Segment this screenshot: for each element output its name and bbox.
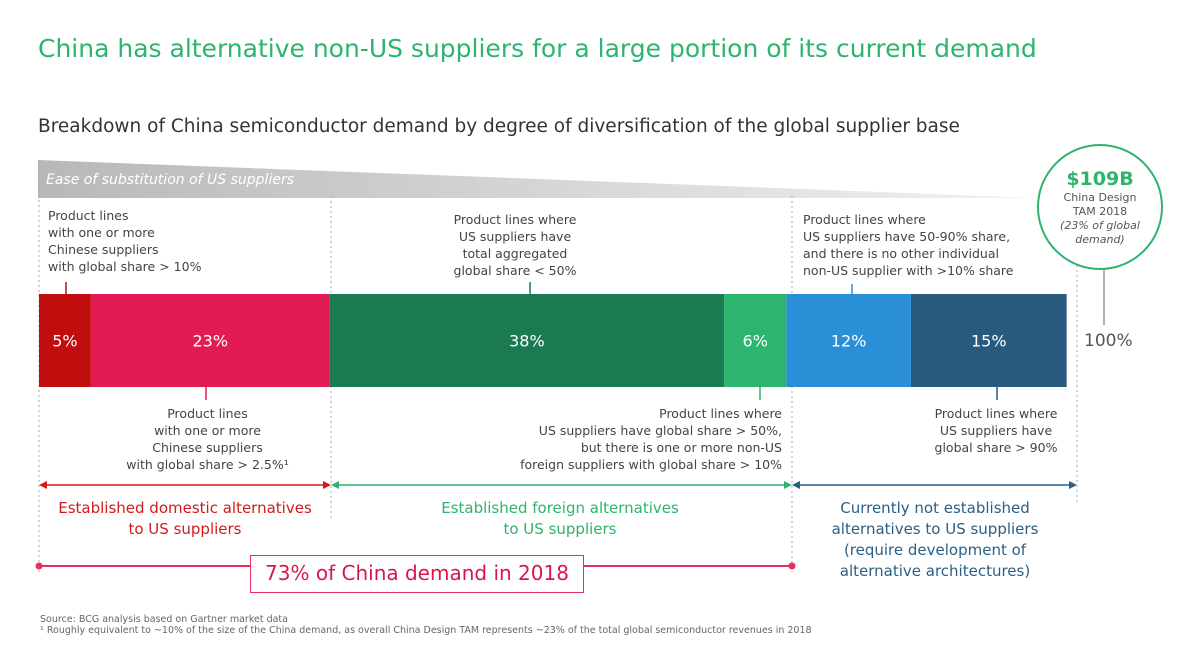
bar-segment-domestic-strong (39, 294, 91, 387)
page-title: China has alternative non-US suppliers f… (38, 34, 1037, 63)
category-not-established: Currently not established alternatives t… (831, 499, 1039, 580)
ease-of-substitution-wedge (38, 160, 1038, 198)
bar-segment-foreign-aggregated (329, 294, 725, 387)
footnote: ¹ Roughly equivalent to ~10% of the size… (40, 625, 812, 636)
bar-label-domestic-weak: 23% (192, 332, 228, 351)
tam-circle: $109B China Design TAM 2018 (23% of glob… (1037, 144, 1163, 270)
tam-description: China Design TAM 2018 (1063, 191, 1137, 218)
bar-label-us-over-90: 15% (971, 332, 1007, 351)
top-label-not-established: Product lines where US suppliers have 50… (803, 212, 1014, 278)
bar-label-foreign-aggregated: 38% (509, 332, 545, 351)
bottom-label-domestic: Product lines with one or more Chinese s… (126, 406, 289, 472)
top-label-domestic: Product lines with one or more Chinese s… (48, 208, 202, 274)
total-label: 100% (1084, 331, 1133, 351)
category-domestic-alternatives: Established domestic alternatives to US … (58, 499, 312, 538)
tam-note: (23% of global demand) (1060, 219, 1140, 246)
tam-value: $109B (1066, 168, 1134, 190)
bar-segment-domestic-weak (90, 294, 330, 387)
source-note: Source: BCG analysis based on Gartner ma… (40, 614, 288, 625)
connector-lines (65, 265, 1105, 400)
category-foreign-alternatives: Established foreign alternatives to US s… (441, 499, 679, 538)
bottom-label-not-established: Product lines where US suppliers have gl… (934, 406, 1058, 455)
china-demand-box: 73% of China demand in 2018 (250, 555, 584, 593)
stacked-bar: 5% 23% 38% 6% 12% 15% (39, 294, 1067, 387)
bar-segment-us-over-90 (910, 294, 1067, 387)
ease-of-substitution-label: Ease of substitution of US suppliers (46, 172, 294, 188)
top-label-foreign: Product lines where US suppliers have to… (453, 212, 577, 278)
category-arrows (39, 481, 1077, 489)
chart-subtitle: Breakdown of China semiconductor demand … (38, 116, 960, 137)
bar-label-foreign-individual: 6% (743, 332, 768, 351)
bottom-label-foreign: Product lines where US suppliers have gl… (520, 406, 782, 472)
bar-label-us-50-90: 12% (831, 332, 867, 351)
bar-segment-foreign-individual (724, 294, 787, 387)
bar-label-domestic-strong: 5% (52, 332, 77, 351)
bar-segment-us-50-90 (786, 294, 911, 387)
